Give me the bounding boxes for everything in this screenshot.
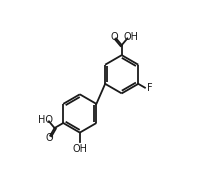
- Text: OH: OH: [72, 144, 87, 154]
- Text: O: O: [110, 32, 117, 42]
- Text: HO: HO: [38, 115, 53, 125]
- Text: F: F: [147, 83, 152, 93]
- Text: OH: OH: [123, 32, 137, 42]
- Text: O: O: [45, 133, 53, 143]
